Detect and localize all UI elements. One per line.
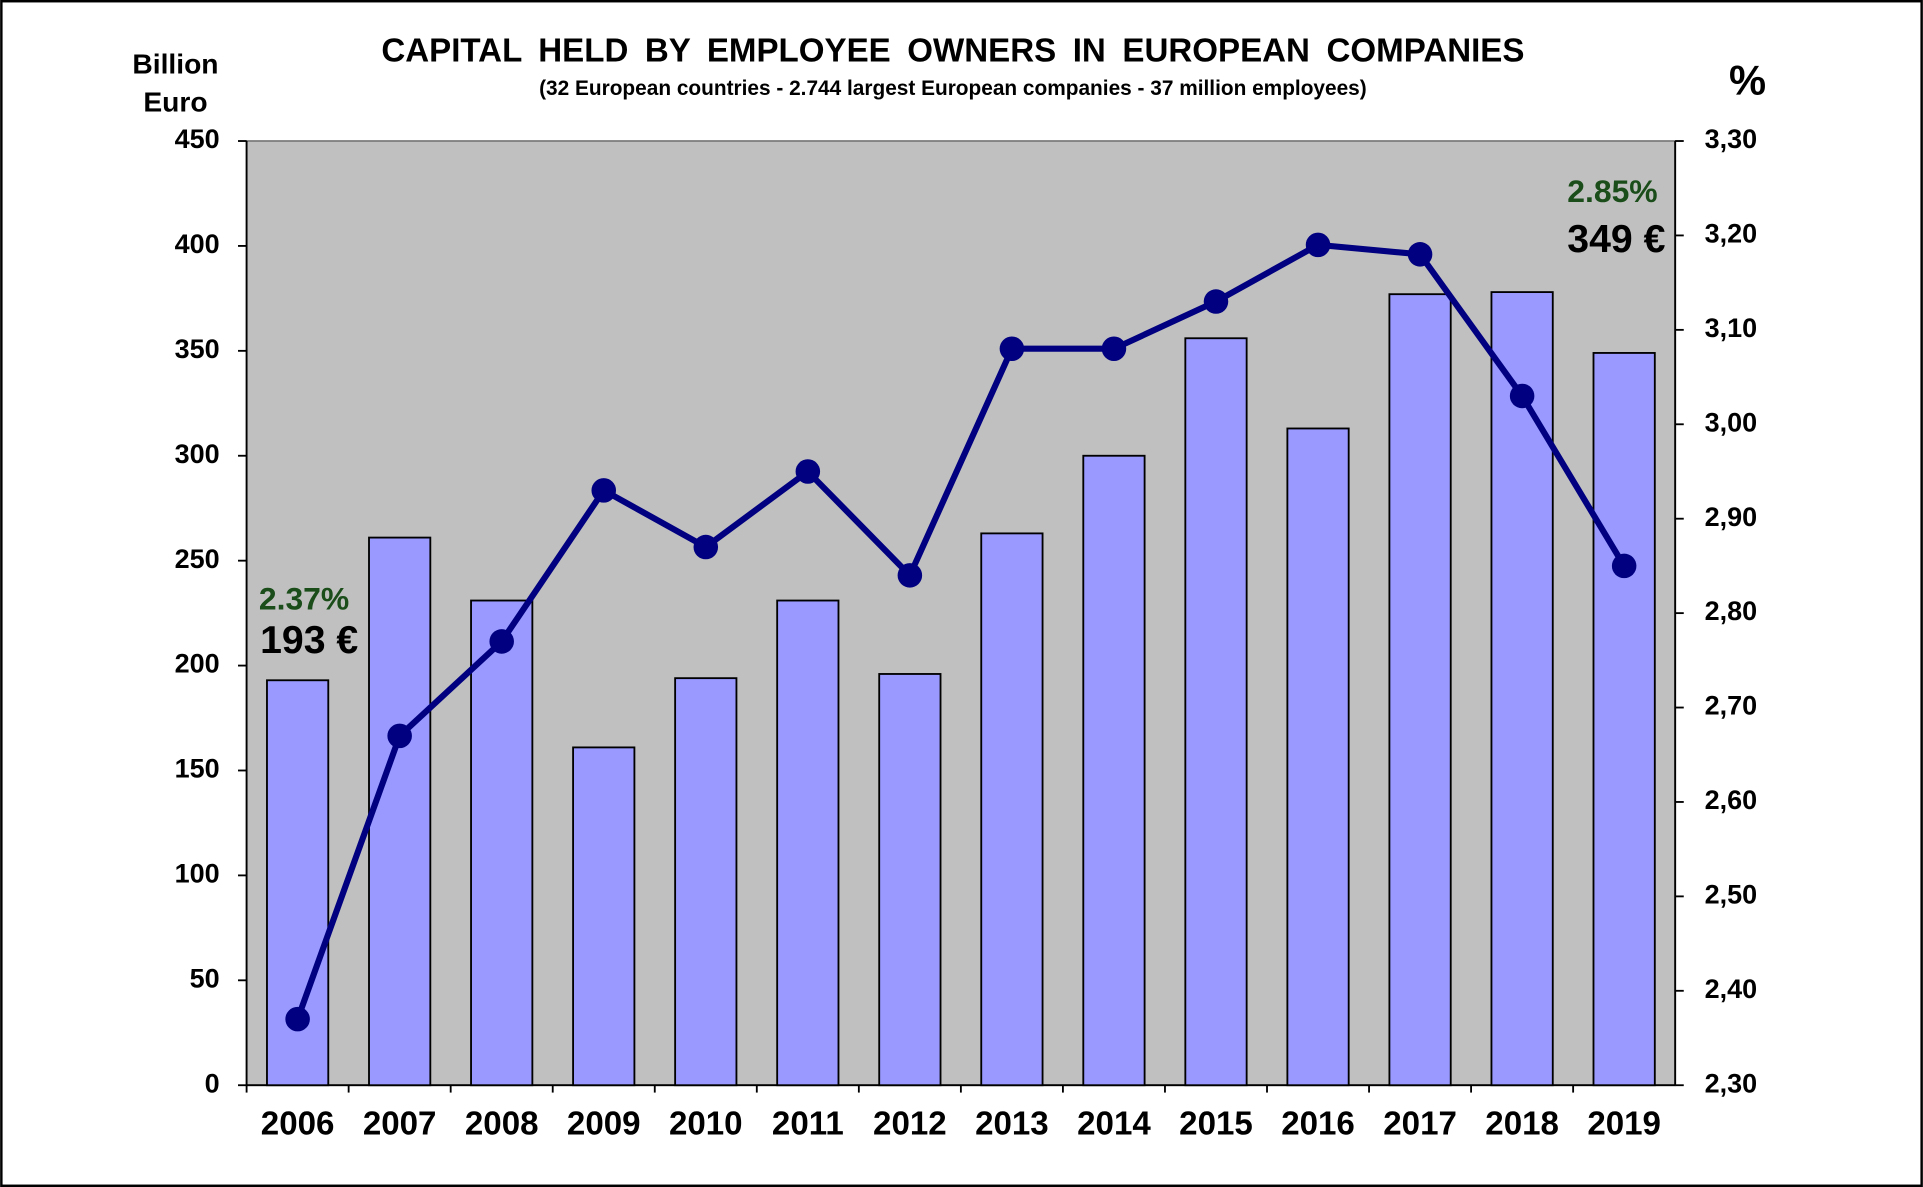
y2-tick-label: 3,00 [1705,407,1758,437]
line-marker [693,534,719,560]
annotation: 193 € [260,618,358,662]
chart-title: CAPITAL HELD BY EMPLOYEE OWNERS IN EUROP… [381,32,1524,69]
bar [368,536,432,1087]
line-marker [1203,289,1229,314]
line-marker [489,629,514,654]
y2-tick-label: 2,30 [1705,1068,1758,1098]
bar [1082,454,1146,1087]
line-marker [1101,336,1127,362]
x-tick-label: 2014 [1077,1105,1151,1142]
y2-tick-label: 3,10 [1705,313,1758,343]
bar [572,746,636,1087]
line-marker [999,336,1025,362]
x-tick-label: 2006 [261,1105,335,1142]
bar [1286,427,1350,1087]
y-tick-label: 300 [175,439,220,469]
bar [1592,352,1656,1087]
x-tick-label: 2008 [465,1105,539,1142]
annotation: 349 € [1567,217,1665,261]
line-marker [591,478,617,503]
y-axis-label: Billion [132,48,218,80]
y-tick-label: 50 [190,963,220,993]
annotation: 2.37% [259,580,349,616]
y2-tick-label: 2,80 [1705,596,1758,626]
y-tick-label: 400 [175,229,220,259]
line [294,241,1627,1021]
x-tick-label: 2016 [1281,1105,1355,1142]
x-tick-label: 2009 [567,1105,641,1142]
line-marker [795,459,821,484]
line-marker [1509,383,1535,409]
x-tick-label: 2012 [873,1105,947,1142]
y-tick-label: 100 [175,859,220,889]
line-marker [285,1006,310,1032]
bar [470,599,534,1087]
y-tick-label: 450 [175,124,220,154]
y2-tick-label: 2,60 [1705,785,1758,815]
y2-tick-label: 2,40 [1705,974,1758,1004]
y-tick-label: 250 [175,544,220,574]
y2-tick-label: 2,90 [1705,502,1758,532]
chart-subtitle: (32 European countries - 2.744 largest E… [539,77,1367,100]
x-tick-label: 2019 [1587,1105,1661,1142]
x-tick-label: 2007 [363,1105,437,1142]
x-tick-label: 2015 [1179,1105,1253,1142]
y2-tick-label: 3,20 [1705,219,1758,249]
y2-tick-label: 2,50 [1705,880,1758,910]
y-axis-label: Euro [143,86,207,118]
y2-axis-label: % [1729,56,1766,103]
bar [674,677,738,1087]
x-tick-label: 2011 [772,1105,844,1142]
bar [1184,337,1248,1087]
bar [1388,293,1452,1087]
x-tick-label: 2010 [669,1105,743,1142]
y-tick-label: 150 [175,754,220,784]
plot-area [245,140,1677,1087]
y-tick-label: 200 [175,649,220,679]
x-tick-label: 2018 [1485,1105,1559,1142]
annotation: 2.85% [1567,173,1657,209]
bar [980,532,1044,1087]
line-marker [1305,232,1331,258]
y2-tick-label: 3,30 [1705,124,1758,154]
y2-tick-label: 2,70 [1705,691,1758,721]
bar [776,599,840,1087]
y-tick-label: 0 [205,1068,220,1098]
y-tick-label: 350 [175,334,220,364]
x-tick-label: 2017 [1383,1105,1457,1142]
line-marker [387,723,412,749]
line-marker [1407,242,1433,267]
line-marker [1611,553,1637,579]
line-marker [897,563,923,588]
bar [1490,291,1554,1087]
x-tick-label: 2013 [975,1105,1049,1142]
bar [878,673,942,1087]
